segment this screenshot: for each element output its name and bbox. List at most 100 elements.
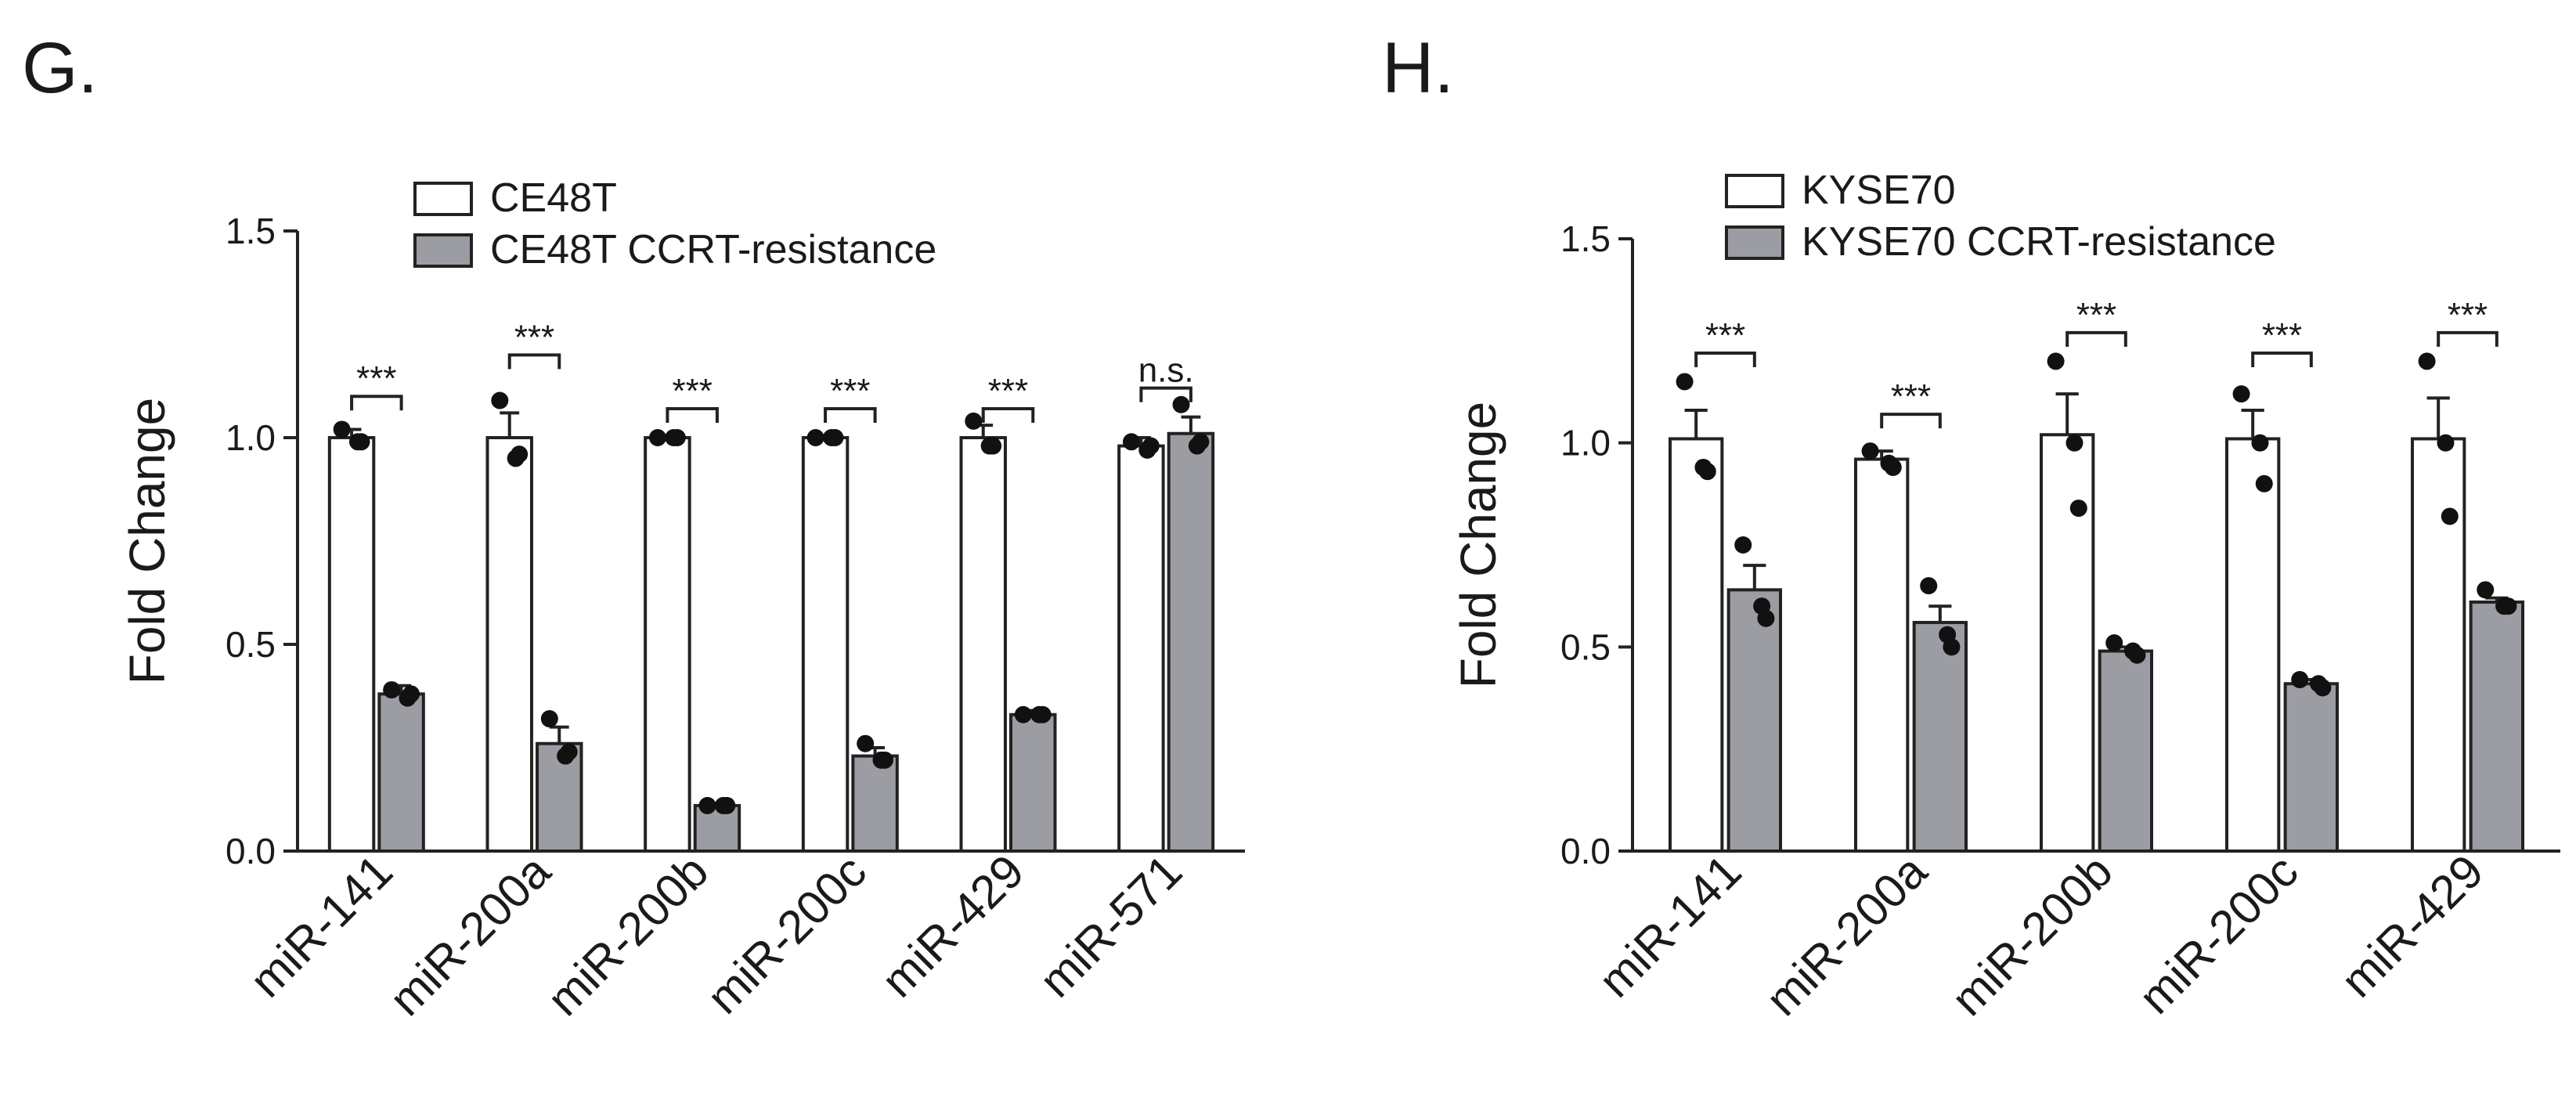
data-point (984, 437, 1002, 455)
data-point (1014, 705, 1032, 723)
data-point (2477, 581, 2495, 599)
data-point (1734, 536, 1752, 554)
bar (1117, 444, 1165, 853)
significance-bracket (2437, 330, 2498, 347)
y-tick-label: 0.0 (225, 831, 276, 871)
data-point (1142, 437, 1160, 455)
y-tick-label: 0.0 (1560, 831, 1611, 871)
data-point (1676, 373, 1694, 391)
bar (1726, 588, 1783, 853)
significance-bracket (1880, 413, 1942, 429)
significance-label: *** (2076, 296, 2116, 334)
data-point (2291, 671, 2309, 689)
data-point (1192, 433, 1210, 451)
data-point (876, 751, 894, 769)
legend-swatch (413, 182, 473, 216)
significance-label: *** (514, 318, 554, 356)
bar (2098, 649, 2154, 853)
data-point (1943, 638, 1961, 656)
bar (851, 754, 899, 853)
bar (2224, 437, 2281, 853)
data-point (1861, 442, 1879, 460)
y-tick-label: 0.5 (1560, 626, 1611, 667)
data-point (383, 681, 401, 699)
legend-swatch (413, 233, 473, 268)
significance-label: *** (830, 372, 870, 410)
bar (1009, 712, 1057, 853)
data-point (1920, 577, 1938, 595)
data-point (1172, 395, 1190, 413)
data-point (965, 412, 983, 430)
bar (377, 692, 425, 853)
bar (693, 803, 741, 853)
significance-bracket (507, 353, 561, 370)
bar (2039, 433, 2095, 853)
category-label: miR-200c (2129, 845, 2308, 1024)
bar (2469, 600, 2525, 853)
data-point (2255, 474, 2273, 492)
data-point (1122, 433, 1140, 451)
data-point (511, 445, 529, 464)
significance-bracket (981, 407, 1035, 424)
data-point (1884, 458, 1902, 476)
significance-label: n.s. (1138, 352, 1194, 390)
category-label: miR-200b (537, 845, 718, 1026)
y-tick-label: 0.5 (225, 624, 276, 665)
legend-label: CE48T CCRT-resistance (490, 227, 936, 272)
bar (2283, 682, 2340, 853)
y-tick-label: 1.5 (225, 211, 276, 251)
significance-bracket (666, 407, 719, 424)
data-point (2232, 385, 2250, 403)
data-point (2441, 507, 2459, 525)
data-point (1034, 705, 1052, 723)
data-point (2105, 634, 2123, 652)
bar (959, 436, 1007, 853)
category-label: miR-200a (1755, 844, 1937, 1026)
chart-panel-1: H. 0.0 0.5 1.0 1.5 Fold Change *** miR-141 *** mi… (1382, 28, 2560, 1026)
significance-bracket (824, 407, 877, 424)
data-point (648, 429, 666, 446)
data-point (2128, 646, 2146, 664)
significance-bracket (2251, 351, 2313, 367)
data-point (560, 743, 578, 761)
legend-swatch (1725, 225, 1784, 260)
category-label: miR-571 (1030, 845, 1192, 1008)
data-point (826, 429, 844, 446)
y-axis-title: Fold Change (119, 398, 175, 684)
category-label: miR-200b (1941, 845, 2122, 1026)
legend-label: KYSE70 (1802, 168, 1956, 213)
significance-bracket (1139, 386, 1192, 402)
data-point (698, 796, 716, 814)
bar (801, 436, 850, 853)
data-point (1757, 609, 1775, 627)
data-point (2047, 352, 2065, 370)
significance-label: *** (356, 359, 396, 398)
bar (1167, 431, 1215, 853)
data-point (2418, 352, 2436, 370)
y-tick-label: 1.0 (1560, 423, 1611, 464)
bar (485, 436, 533, 853)
category-label: miR-141 (1589, 845, 1752, 1008)
panel-letter: H. (1382, 28, 1454, 108)
significance-label: *** (2262, 316, 2302, 355)
data-point (668, 429, 686, 446)
significance-label: *** (988, 372, 1028, 410)
y-tick-label: 1.5 (1560, 218, 1611, 259)
data-point (402, 685, 420, 703)
data-point (491, 391, 509, 409)
bar (644, 436, 691, 853)
data-point (1698, 463, 1716, 481)
category-label: miR-200a (379, 844, 561, 1026)
data-point (2069, 500, 2087, 518)
data-point (2065, 434, 2084, 452)
data-point (2314, 679, 2332, 697)
significance-label: *** (672, 372, 712, 410)
panel-letter: G. (22, 28, 98, 108)
y-axis-title: Fold Change (1450, 402, 1506, 688)
category-label: miR-200c (697, 845, 876, 1024)
category-label: miR-429 (2331, 845, 2494, 1008)
legend-swatch (1725, 174, 1784, 208)
y-tick-label: 1.0 (225, 417, 276, 458)
bar (1912, 621, 1968, 853)
